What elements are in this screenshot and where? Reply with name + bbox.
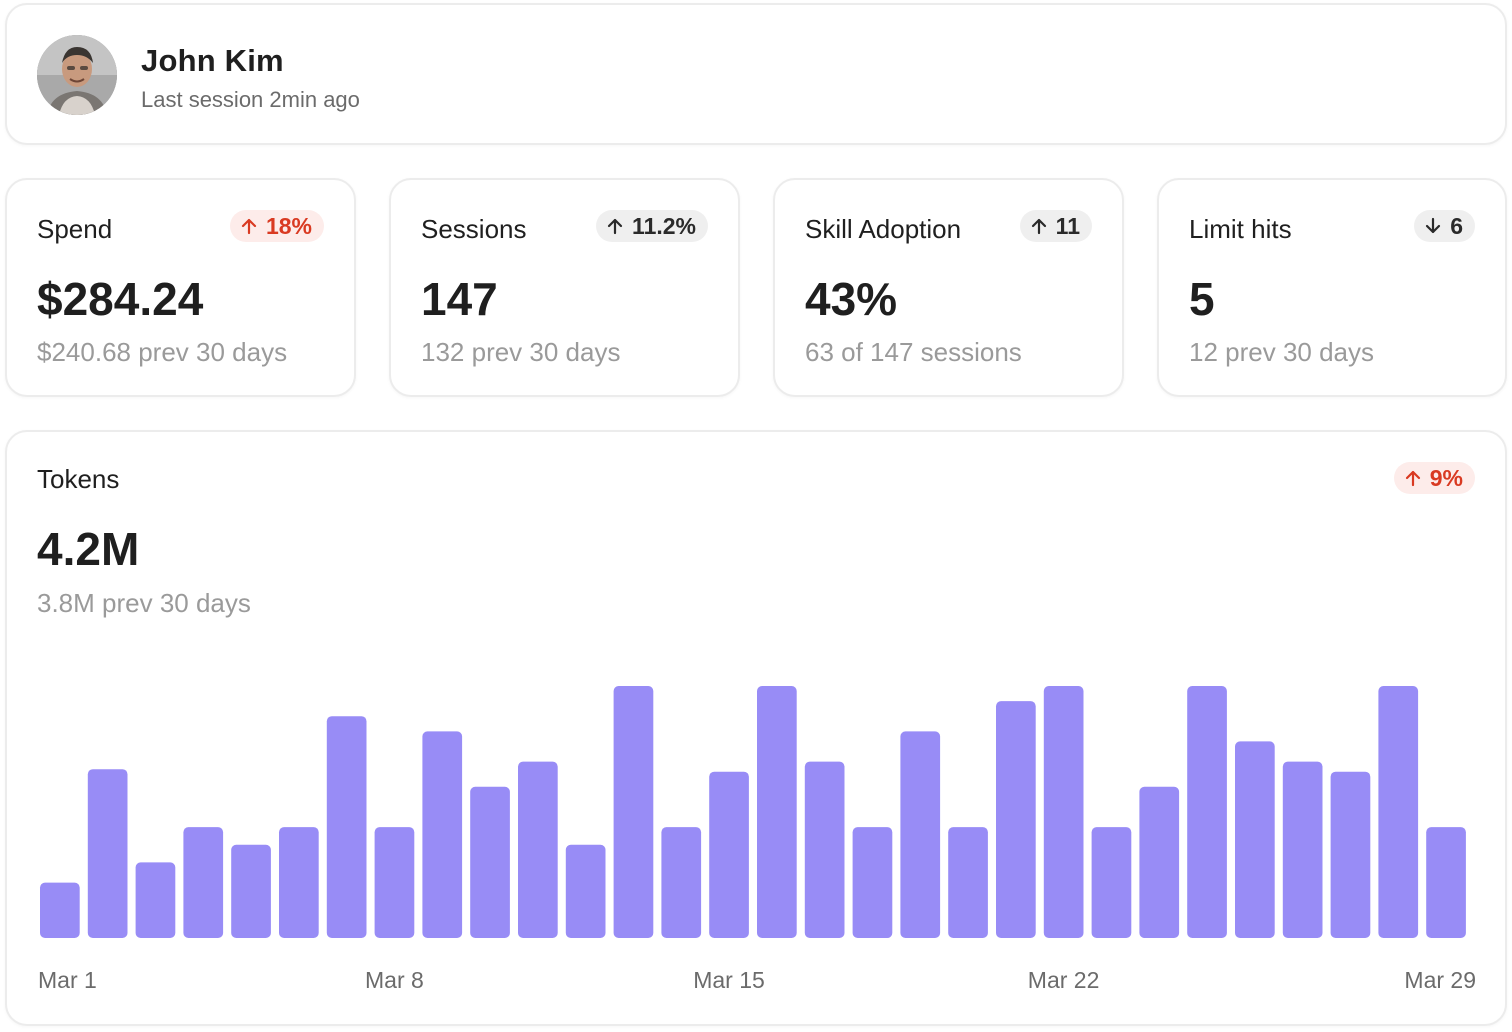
sessions-prev: 132 prev 30 days bbox=[421, 337, 621, 367]
bar-mar-3[interactable] bbox=[135, 862, 176, 938]
bar-mar-18[interactable] bbox=[852, 827, 893, 938]
spend-card: Spend 18% $284.24 $240.68 prev 30 days bbox=[5, 178, 356, 397]
tokens-change-badge: 9% bbox=[1393, 462, 1475, 494]
avatar-photo-icon bbox=[37, 35, 117, 115]
x-tick-label: Mar 22 bbox=[1028, 967, 1100, 993]
bar-mar-14[interactable] bbox=[661, 827, 702, 938]
arrow-up-icon bbox=[241, 218, 257, 235]
arrow-up-icon bbox=[607, 218, 623, 235]
user-name: John Kim bbox=[141, 43, 284, 78]
sessions-label: Sessions bbox=[421, 214, 527, 244]
bar-mar-25[interactable] bbox=[1187, 686, 1227, 938]
x-tick-label: Mar 1 bbox=[38, 967, 97, 993]
bar-mar-6[interactable] bbox=[279, 827, 319, 938]
x-tick-label: Mar 29 bbox=[1404, 967, 1476, 993]
profile-card: John Kim Last session 2min ago bbox=[5, 3, 1507, 145]
spend-change-badge: 18% bbox=[229, 210, 324, 242]
arrow-up-icon bbox=[1405, 470, 1420, 487]
limit-hits-value: 5 bbox=[1189, 273, 1215, 325]
spend-change-value: 18% bbox=[265, 212, 312, 239]
skill-adoption-sub: 63 of 147 sessions bbox=[805, 337, 1022, 367]
arrow-down-icon bbox=[1426, 217, 1441, 234]
bar-mar-5[interactable] bbox=[231, 844, 271, 938]
tokens-card: Tokens 9% 4.2M 3.8M prev 30 days Mar 1 Ma… bbox=[5, 430, 1507, 1026]
x-tick-label: Mar 15 bbox=[693, 967, 765, 993]
bar-mar-1[interactable] bbox=[40, 882, 80, 938]
sessions-value: 147 bbox=[421, 273, 498, 325]
skill-adoption-label: Skill Adoption bbox=[805, 214, 962, 244]
spend-value: $284.24 bbox=[37, 273, 204, 325]
x-tick-label: Mar 8 bbox=[365, 967, 424, 993]
spend-label: Spend bbox=[37, 214, 113, 244]
bar-mar-26[interactable] bbox=[1235, 741, 1275, 938]
arrow-up-icon bbox=[1031, 218, 1046, 235]
bar-mar-11[interactable] bbox=[518, 761, 558, 938]
bar-mar-23[interactable] bbox=[1091, 827, 1132, 938]
bar-mar-15[interactable] bbox=[709, 771, 749, 938]
bar-mar-24[interactable] bbox=[1139, 786, 1180, 938]
bar-mar-8[interactable] bbox=[374, 827, 415, 938]
bar-mar-7[interactable] bbox=[326, 716, 367, 938]
bar-mar-22[interactable] bbox=[1043, 686, 1084, 938]
bar-mar-17[interactable] bbox=[804, 761, 845, 938]
tokens-bar-chart: Mar 1 Mar 8 Mar 15 Mar 22 Mar 29 bbox=[38, 686, 1476, 993]
bar-mar-19[interactable] bbox=[900, 731, 941, 938]
bar-mar-28[interactable] bbox=[1330, 771, 1371, 938]
tokens-label: Tokens bbox=[37, 464, 120, 494]
bar-mar-30[interactable] bbox=[1426, 827, 1466, 938]
skill-adoption-value: 43% bbox=[805, 273, 898, 325]
sessions-change-value: 11.2% bbox=[632, 212, 696, 239]
bar-mar-9[interactable] bbox=[422, 731, 463, 938]
bar-mar-12[interactable] bbox=[565, 844, 606, 938]
tokens-change-value: 9% bbox=[1429, 464, 1463, 491]
limit-hits-prev: 12 prev 30 days bbox=[1189, 337, 1375, 367]
bar-mar-13[interactable] bbox=[613, 686, 654, 938]
bar-mar-10[interactable] bbox=[470, 786, 510, 938]
bar-mar-27[interactable] bbox=[1282, 761, 1323, 938]
bar-mar-2[interactable] bbox=[87, 769, 128, 938]
bar-mar-21[interactable] bbox=[996, 701, 1036, 938]
sessions-card: Sessions 11.2% 147 132 prev 30 days bbox=[389, 178, 740, 397]
tokens-prev: 3.8M prev 30 days bbox=[37, 588, 251, 618]
limit-hits-label: Limit hits bbox=[1189, 214, 1292, 244]
sessions-change-badge: 11.2% bbox=[596, 210, 708, 242]
bar-mar-4[interactable] bbox=[183, 827, 224, 938]
limit-hits-change-value: 6 bbox=[1450, 212, 1463, 239]
bar-mar-16[interactable] bbox=[757, 686, 797, 938]
last-session-text: Last session 2min ago bbox=[141, 87, 360, 112]
skill-adoption-change-badge: 11 bbox=[1019, 210, 1092, 242]
spend-prev: $240.68 prev 30 days bbox=[37, 337, 288, 367]
skill-adoption-card: Skill Adoption 11 43% 63 of 147 sessions bbox=[773, 178, 1124, 397]
bar-mar-20[interactable] bbox=[948, 827, 988, 938]
avatar[interactable] bbox=[37, 35, 117, 115]
limit-hits-change-badge: 6 bbox=[1414, 210, 1475, 242]
skill-adoption-change-value: 11 bbox=[1055, 212, 1080, 239]
limit-hits-card: Limit hits 6 5 12 prev 30 days bbox=[1157, 178, 1507, 397]
tokens-value: 4.2M bbox=[37, 523, 140, 575]
bar-mar-29[interactable] bbox=[1378, 686, 1419, 938]
